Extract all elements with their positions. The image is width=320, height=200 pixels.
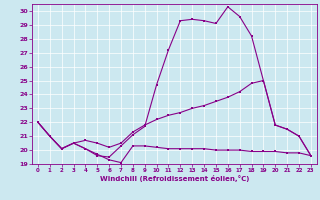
X-axis label: Windchill (Refroidissement éolien,°C): Windchill (Refroidissement éolien,°C) <box>100 175 249 182</box>
